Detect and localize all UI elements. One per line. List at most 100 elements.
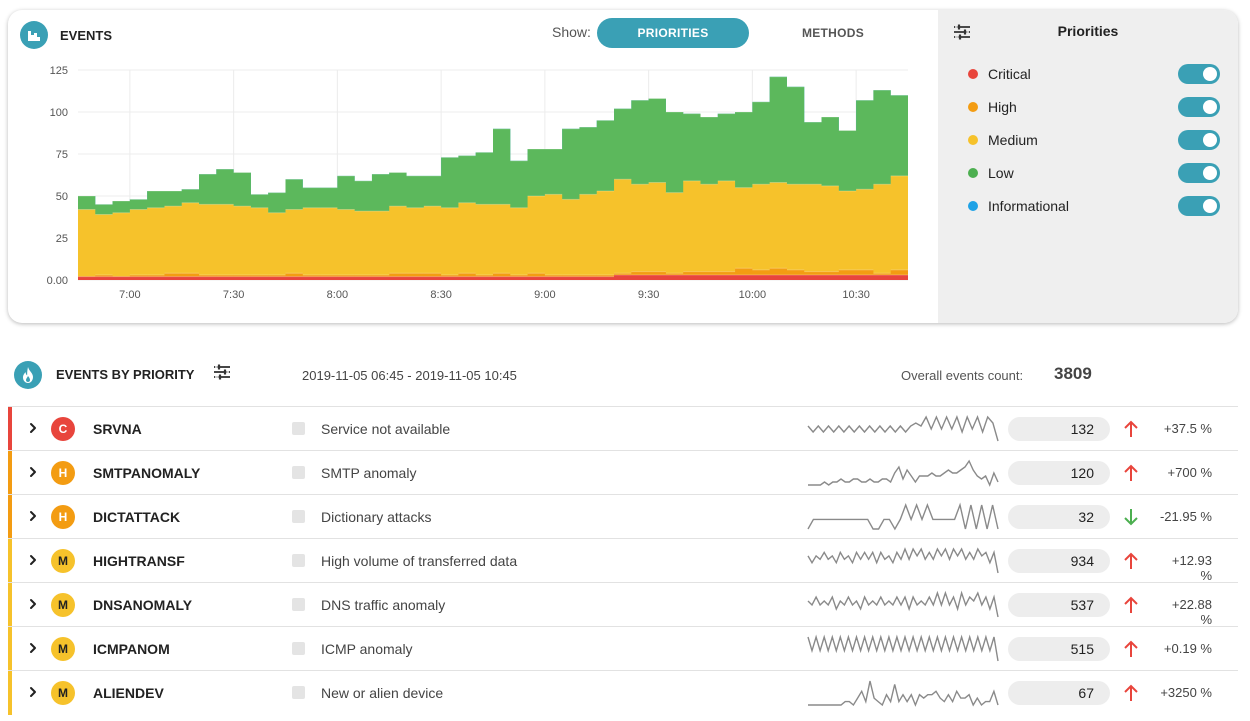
methods-toggle-button[interactable]: METHODS [758, 18, 908, 48]
toggle-knob [1203, 67, 1217, 81]
y-tick-label: 100 [50, 107, 68, 119]
legend-label: Medium [988, 132, 1038, 148]
event-description: DNS traffic anomaly [321, 597, 446, 613]
events-by-priority-header: EVENTS BY PRIORITY 2019-11-05 06:45 - 20… [14, 360, 1238, 390]
priority-badge: C [51, 417, 75, 441]
event-code: SMTPANOMALY [93, 465, 201, 481]
change-percent: +3250 % [1160, 685, 1212, 700]
x-tick-label: 9:30 [638, 289, 659, 301]
expand-chevron-icon[interactable] [26, 685, 40, 699]
toggle-knob [1203, 199, 1217, 213]
table-row[interactable]: C SRVNA Service not available 132 +37.5 % [8, 406, 1238, 451]
legend-toggle-switch[interactable] [1178, 163, 1220, 183]
event-description: SMTP anomaly [321, 465, 417, 481]
legend-label: Critical [988, 66, 1031, 82]
event-sparkline [807, 415, 999, 442]
priority-color-bar [8, 407, 12, 451]
x-tick-label: 10:30 [842, 289, 870, 301]
mini-chart-icon[interactable] [292, 598, 305, 611]
toggle-knob [1203, 133, 1217, 147]
event-count: 537 [1008, 593, 1110, 617]
priority-filter-settings-icon[interactable] [212, 362, 232, 387]
event-count: 132 [1008, 417, 1110, 441]
legend-color-dot [968, 201, 978, 211]
series-area-critical [78, 274, 908, 280]
events-stacked-area-chart: 0.00 25 50 75 100 125 7:00 7:30 8:00 8:30 9:00 9:30… [47, 65, 908, 301]
event-count: 32 [1008, 505, 1110, 529]
table-row[interactable]: M ALIENDEV New or alien device 67 +3250 % [8, 670, 1238, 715]
expand-chevron-icon[interactable] [26, 509, 40, 523]
legend-toggle-switch[interactable] [1178, 196, 1220, 216]
expand-chevron-icon[interactable] [26, 597, 40, 611]
show-label: Show: [552, 24, 591, 40]
y-tick-label: 0.00 [47, 275, 68, 287]
expand-chevron-icon[interactable] [26, 641, 40, 655]
series-area-medium [78, 175, 908, 280]
mini-chart-icon[interactable] [292, 686, 305, 699]
y-tick-label: 25 [56, 233, 68, 245]
filter-settings-icon[interactable] [952, 22, 972, 47]
trend-up-arrow-icon [1122, 551, 1140, 576]
overall-count-value: 3809 [1054, 364, 1092, 383]
x-tick-label: 8:30 [430, 289, 451, 301]
x-tick-label: 9:00 [534, 289, 555, 301]
sparkline-path [807, 590, 999, 618]
toggle-knob [1203, 166, 1217, 180]
event-code: ALIENDEV [93, 685, 164, 701]
toggle-knob [1203, 100, 1217, 114]
event-description: Dictionary attacks [321, 509, 432, 525]
trend-up-arrow-icon [1122, 595, 1140, 620]
legend-item-informational: Informational [968, 194, 1220, 218]
sparkline-path [807, 415, 999, 442]
legend-color-dot [968, 102, 978, 112]
event-code: HIGHTRANSF [93, 553, 185, 569]
legend-item-critical: Critical [968, 62, 1220, 86]
mini-chart-icon[interactable] [292, 466, 305, 479]
event-sparkline [807, 502, 999, 531]
trend-up-arrow-icon [1122, 639, 1140, 664]
trend-up-arrow-icon [1122, 463, 1140, 488]
priority-badge: H [51, 461, 75, 485]
expand-chevron-icon[interactable] [26, 553, 40, 567]
priority-badge: M [51, 593, 75, 617]
mini-chart-icon[interactable] [292, 554, 305, 567]
mini-chart-icon[interactable] [292, 510, 305, 523]
table-row[interactable]: H DICTATTACK Dictionary attacks 32 -21.95 % [8, 494, 1238, 539]
event-sparkline [807, 590, 999, 618]
events-title: EVENTS [60, 27, 113, 43]
change-percent: +0.19 % [1163, 641, 1212, 656]
mini-chart-icon[interactable] [292, 642, 305, 655]
trend-down-arrow-icon [1122, 507, 1140, 532]
table-row[interactable]: M HIGHTRANSF High volume of transferred da… [8, 538, 1238, 583]
event-code: DNSANOMALY [93, 597, 193, 613]
sparkline-path [807, 547, 999, 574]
event-sparkline [808, 680, 999, 707]
legend-item-medium: Medium [968, 128, 1220, 152]
expand-chevron-icon[interactable] [26, 421, 40, 435]
legend-toggle-switch[interactable] [1178, 97, 1220, 117]
legend-color-dot [968, 135, 978, 145]
x-tick-label: 10:00 [739, 289, 767, 301]
priority-color-bar [8, 671, 12, 715]
priority-color-bar [8, 627, 12, 671]
legend-toggle-switch[interactable] [1178, 64, 1220, 84]
table-row[interactable]: M ICMPANOM ICMP anomaly 515 +0.19 % [8, 626, 1238, 671]
legend-item-low: Low [968, 161, 1220, 185]
change-percent: +22.88 % [1171, 597, 1212, 627]
table-row[interactable]: M DNSANOMALY DNS traffic anomaly 537 +22.88 … [8, 582, 1238, 627]
y-tick-label: 50 [56, 191, 68, 203]
legend-toggle-switch[interactable] [1178, 130, 1220, 150]
table-row[interactable]: H SMTPANOMALY SMTP anomaly 120 +700 % [8, 450, 1238, 495]
event-code: ICMPANOM [93, 641, 170, 657]
flame-icon [14, 361, 42, 389]
mini-chart-icon[interactable] [292, 422, 305, 435]
overall-count-label: Overall events count: [901, 368, 1024, 383]
expand-chevron-icon[interactable] [26, 465, 40, 479]
priority-color-bar [8, 495, 12, 539]
priorities-toggle-button[interactable]: PRIORITIES [597, 18, 749, 48]
sparkline-path [808, 680, 999, 707]
events-by-priority-title: EVENTS BY PRIORITY [56, 367, 195, 382]
priorities-legend-title: Priorities [1057, 23, 1119, 39]
change-percent: +37.5 % [1163, 421, 1212, 436]
change-percent: -21.95 % [1159, 509, 1212, 524]
